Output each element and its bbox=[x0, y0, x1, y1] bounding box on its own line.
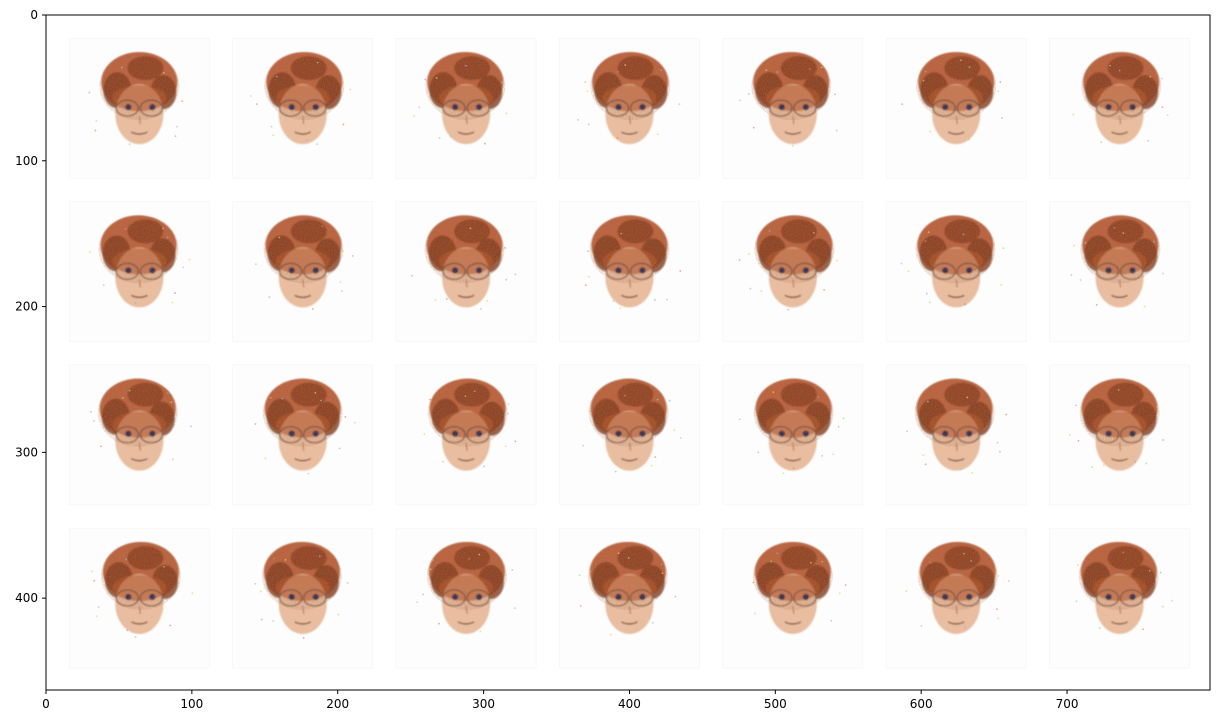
y-tick-label: 400 bbox=[15, 591, 38, 605]
noise-overlay bbox=[587, 541, 668, 610]
noise-overlay bbox=[425, 52, 506, 121]
axes-frame bbox=[45, 14, 1211, 691]
noise-overlay bbox=[98, 215, 179, 284]
noise-overlay bbox=[261, 541, 342, 610]
noise-overlay bbox=[263, 215, 344, 284]
noise-overlay bbox=[99, 52, 180, 121]
image-tile bbox=[232, 201, 374, 342]
noise-overlay bbox=[588, 378, 669, 447]
noise-overlay bbox=[100, 541, 181, 610]
image-tile bbox=[559, 201, 700, 342]
image-tile bbox=[885, 38, 1027, 179]
noise-overlay bbox=[424, 215, 505, 284]
image-tiles bbox=[69, 38, 1190, 669]
noise-overlay bbox=[589, 215, 670, 284]
image-tile bbox=[232, 527, 374, 669]
image-tile bbox=[69, 364, 210, 506]
x-tick-label: 100 bbox=[180, 697, 203, 711]
x-tick-label: 600 bbox=[910, 697, 933, 711]
image-tile bbox=[559, 364, 700, 506]
noise-overlay bbox=[590, 52, 671, 121]
noise-overlay bbox=[754, 215, 835, 284]
noise-overlay bbox=[1079, 378, 1160, 447]
y-tick-label: 100 bbox=[15, 154, 38, 168]
x-tick-label: 500 bbox=[764, 697, 787, 711]
image-tile bbox=[69, 38, 210, 179]
image-tile bbox=[395, 201, 537, 342]
x-tick-label: 0 bbox=[42, 697, 50, 711]
image-tile bbox=[1049, 38, 1190, 179]
x-tick-label: 300 bbox=[472, 697, 495, 711]
image-tile bbox=[885, 364, 1027, 506]
noise-overlay bbox=[751, 52, 832, 121]
noise-overlay bbox=[915, 215, 996, 284]
x-tick-label: 400 bbox=[618, 697, 641, 711]
noise-overlay bbox=[427, 378, 508, 447]
image-tile bbox=[885, 201, 1027, 342]
image-tile bbox=[232, 364, 374, 506]
y-tick-label: 0 bbox=[30, 8, 38, 22]
noise-overlay bbox=[753, 378, 834, 447]
y-tick-label: 200 bbox=[15, 300, 38, 314]
x-tick-label: 200 bbox=[326, 697, 349, 711]
y-tick-label: 300 bbox=[15, 445, 38, 459]
noise-overlay bbox=[1081, 52, 1162, 121]
image-tile bbox=[395, 364, 537, 506]
image-tile bbox=[232, 38, 374, 179]
image-tile bbox=[559, 527, 700, 669]
noise-overlay bbox=[426, 541, 507, 610]
noise-overlay bbox=[752, 541, 833, 610]
x-tick-label: 700 bbox=[1056, 697, 1079, 711]
image-tile bbox=[1049, 201, 1190, 342]
noise-overlay bbox=[97, 378, 178, 447]
image-tile bbox=[69, 201, 210, 342]
noise-overlay bbox=[914, 378, 995, 447]
y-axis: 0 100 200 300 400 bbox=[15, 8, 46, 605]
image-tile bbox=[69, 527, 210, 669]
image-tile bbox=[722, 364, 864, 506]
image-tile bbox=[1049, 364, 1190, 506]
image-tile bbox=[395, 38, 537, 179]
noise-overlay bbox=[916, 52, 997, 121]
image-tile bbox=[1049, 527, 1190, 669]
noise-overlay bbox=[262, 378, 343, 447]
noise-overlay bbox=[1078, 541, 1159, 610]
noise-overlay bbox=[264, 52, 345, 121]
image-tile bbox=[395, 527, 537, 669]
image-tile bbox=[559, 38, 700, 179]
image-tile bbox=[722, 38, 864, 179]
x-axis: 0 100 200 300 400 500 600 700 bbox=[42, 690, 1079, 711]
image-tile bbox=[722, 527, 864, 669]
image-tile bbox=[885, 527, 1027, 669]
image-tile bbox=[722, 201, 864, 342]
noise-overlay bbox=[917, 541, 998, 610]
noise-overlay bbox=[1080, 215, 1161, 284]
